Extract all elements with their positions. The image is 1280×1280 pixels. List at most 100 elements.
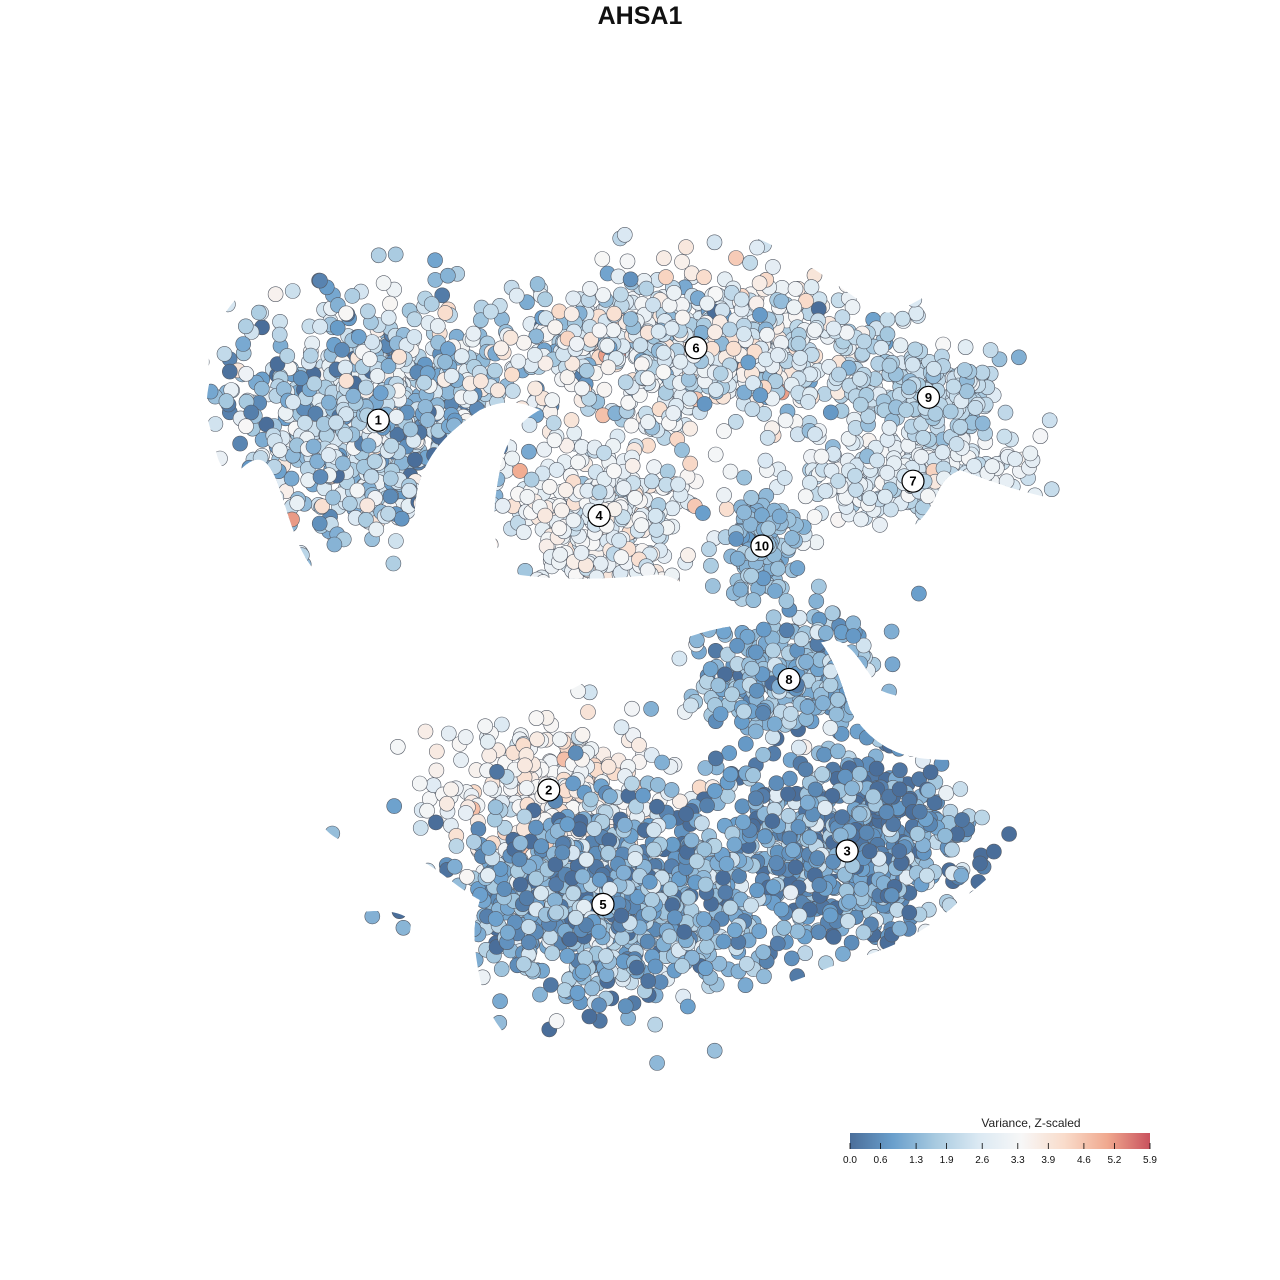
cell-point xyxy=(1019,512,1036,528)
cell-point xyxy=(706,234,723,251)
cell-point xyxy=(582,280,598,297)
cell-point xyxy=(759,429,776,446)
cell-point xyxy=(519,489,536,505)
cell-point xyxy=(960,549,977,566)
cell-point xyxy=(715,933,732,950)
cell-point xyxy=(787,281,804,297)
cell-point xyxy=(544,392,561,409)
cell-point xyxy=(569,985,586,1001)
cell-point xyxy=(602,788,618,805)
cell-point xyxy=(868,702,885,719)
cell-point xyxy=(536,578,553,595)
cluster-label-text: 8 xyxy=(785,672,792,687)
cell-point xyxy=(559,948,576,964)
cell-point xyxy=(838,654,855,671)
cell-point xyxy=(492,431,509,448)
cell-point xyxy=(742,254,758,271)
cell-point xyxy=(944,841,960,858)
cell-point xyxy=(218,393,235,409)
cell-point xyxy=(529,731,545,748)
cell-point xyxy=(492,993,508,1010)
cell-point xyxy=(633,607,650,623)
cell-point xyxy=(241,459,258,476)
cell-point xyxy=(283,470,300,487)
cell-point xyxy=(936,499,953,516)
cell-point xyxy=(476,412,493,429)
cell-point xyxy=(967,399,984,416)
cell-point xyxy=(851,664,868,681)
cell-point xyxy=(285,394,301,410)
cell-point xyxy=(479,733,496,750)
cell-point xyxy=(892,337,909,354)
cell-point xyxy=(860,702,877,719)
cell-point xyxy=(438,520,455,536)
cell-point xyxy=(732,581,749,598)
cell-point xyxy=(488,418,505,435)
cell-point xyxy=(683,832,700,849)
cell-point xyxy=(942,403,959,420)
cell-point xyxy=(682,455,699,472)
cell-point xyxy=(321,394,337,411)
cell-point xyxy=(535,574,551,590)
cell-point xyxy=(426,447,442,463)
cell-point xyxy=(474,969,491,986)
cell-point xyxy=(417,723,434,740)
cell-point xyxy=(768,855,785,871)
legend-tick-label: 0.6 xyxy=(874,1155,888,1166)
cell-point xyxy=(238,365,254,382)
cell-point xyxy=(438,915,455,932)
cell-point xyxy=(860,662,876,679)
cell-point xyxy=(206,383,219,400)
cell-point xyxy=(785,842,801,858)
cell-point xyxy=(776,919,792,936)
cell-point xyxy=(645,822,662,838)
cell-point xyxy=(766,716,783,732)
cell-point xyxy=(463,432,480,449)
cell-point xyxy=(473,413,489,430)
cell-point xyxy=(875,957,892,974)
cell-point xyxy=(852,371,868,387)
cell-point xyxy=(866,949,883,965)
cell-point xyxy=(674,442,690,458)
cell-point xyxy=(801,829,818,846)
cell-point xyxy=(493,961,510,977)
cell-point xyxy=(844,780,860,797)
cell-point xyxy=(843,677,860,693)
cell-point xyxy=(324,825,341,842)
cluster-label-text: 1 xyxy=(375,413,382,428)
cell-point xyxy=(751,275,768,292)
cell-point xyxy=(591,484,608,501)
cell-point xyxy=(548,462,565,478)
cell-point xyxy=(1043,481,1060,498)
cell-point xyxy=(391,903,408,920)
cell-point xyxy=(508,287,525,304)
cell-point xyxy=(254,484,271,500)
cell-point xyxy=(574,868,591,885)
cell-point xyxy=(212,450,228,467)
cell-point xyxy=(563,412,580,428)
cell-point xyxy=(623,417,640,434)
legend-tick-label: 0.0 xyxy=(843,1155,857,1166)
cell-point xyxy=(480,574,496,591)
cell-point xyxy=(501,416,518,432)
cell-point xyxy=(440,341,456,357)
cell-point xyxy=(372,385,389,401)
cell-point xyxy=(748,644,764,661)
cell-point xyxy=(639,370,656,387)
cell-point xyxy=(751,923,768,940)
cell-point xyxy=(312,318,328,335)
cell-point xyxy=(380,309,397,326)
cell-point xyxy=(325,489,341,506)
cell-point xyxy=(891,740,907,757)
cell-point xyxy=(569,335,585,352)
cell-point xyxy=(904,741,921,758)
cluster-label-2: 2 xyxy=(537,778,561,802)
cell-point xyxy=(446,858,463,875)
cell-point xyxy=(768,775,785,792)
cell-point xyxy=(341,495,358,512)
cell-point xyxy=(721,745,738,761)
cell-point xyxy=(578,362,595,379)
cell-point xyxy=(594,251,611,267)
cell-point xyxy=(416,374,433,391)
cell-point xyxy=(419,476,436,492)
